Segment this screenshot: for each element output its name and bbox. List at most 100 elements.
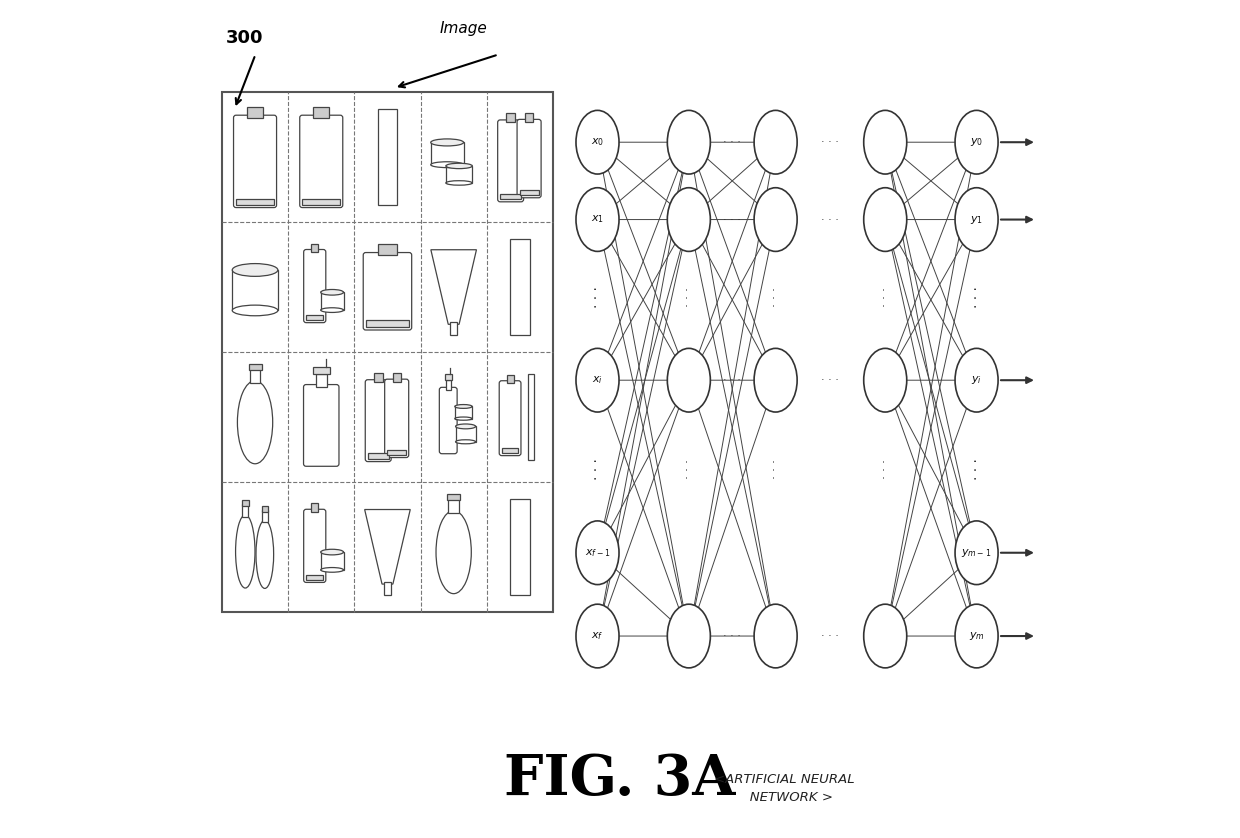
- Ellipse shape: [455, 417, 472, 420]
- Ellipse shape: [575, 111, 619, 174]
- Text: 300: 300: [226, 29, 264, 47]
- Text: · · ·: · · ·: [723, 137, 742, 147]
- Text: · · ·: · · ·: [821, 137, 839, 147]
- Ellipse shape: [754, 111, 797, 174]
- Bar: [262, 510, 268, 522]
- Ellipse shape: [321, 567, 343, 572]
- Ellipse shape: [955, 604, 998, 668]
- Bar: [232, 270, 278, 310]
- Bar: [510, 499, 529, 595]
- Ellipse shape: [455, 424, 476, 429]
- Bar: [242, 500, 249, 505]
- Bar: [249, 368, 260, 383]
- Bar: [510, 239, 529, 335]
- Text: $y_{m-1}$: $y_{m-1}$: [961, 546, 992, 559]
- FancyBboxPatch shape: [304, 250, 326, 323]
- Ellipse shape: [864, 111, 906, 174]
- Text: $y_0$: $y_0$: [970, 137, 983, 148]
- Text: FIG. 3A: FIG. 3A: [505, 752, 735, 807]
- Bar: [373, 373, 383, 382]
- Ellipse shape: [575, 521, 619, 585]
- Bar: [242, 504, 248, 517]
- Bar: [393, 373, 401, 381]
- Ellipse shape: [575, 349, 619, 412]
- Bar: [455, 427, 476, 442]
- Bar: [506, 375, 513, 383]
- Ellipse shape: [754, 188, 797, 251]
- Bar: [314, 107, 330, 117]
- Ellipse shape: [955, 349, 998, 412]
- Text: · · ·: · · ·: [769, 459, 782, 479]
- Bar: [321, 292, 343, 310]
- FancyBboxPatch shape: [304, 510, 326, 582]
- Bar: [378, 245, 397, 255]
- Bar: [303, 199, 340, 205]
- Text: $x_{f-1}$: $x_{f-1}$: [585, 547, 610, 559]
- Text: Image: Image: [440, 21, 487, 36]
- FancyBboxPatch shape: [500, 380, 521, 456]
- Ellipse shape: [430, 139, 464, 146]
- Text: <ARTIFICIAL NEURAL
   NETWORK >: <ARTIFICIAL NEURAL NETWORK >: [714, 773, 856, 804]
- Bar: [506, 113, 515, 122]
- Ellipse shape: [446, 163, 472, 168]
- Ellipse shape: [430, 162, 464, 168]
- Bar: [247, 107, 263, 117]
- Ellipse shape: [864, 188, 906, 251]
- Bar: [311, 244, 319, 252]
- Ellipse shape: [754, 604, 797, 668]
- Bar: [383, 582, 392, 595]
- Text: $x_1$: $x_1$: [591, 214, 604, 225]
- Bar: [366, 320, 409, 328]
- Text: $y_m$: $y_m$: [968, 630, 985, 642]
- FancyBboxPatch shape: [233, 115, 277, 208]
- Text: $x_f$: $x_f$: [591, 630, 604, 642]
- Text: · · ·: · · ·: [682, 459, 696, 479]
- Ellipse shape: [321, 289, 343, 295]
- Ellipse shape: [455, 440, 476, 444]
- Bar: [448, 494, 460, 500]
- Ellipse shape: [955, 521, 998, 585]
- Bar: [378, 109, 397, 205]
- Bar: [525, 113, 533, 122]
- Ellipse shape: [237, 380, 273, 463]
- FancyBboxPatch shape: [497, 120, 523, 202]
- Polygon shape: [365, 510, 410, 584]
- Ellipse shape: [575, 188, 619, 251]
- Text: $x_0$: $x_0$: [591, 137, 604, 148]
- Polygon shape: [430, 250, 476, 324]
- Ellipse shape: [864, 349, 906, 412]
- Bar: [500, 194, 521, 199]
- Ellipse shape: [321, 308, 343, 313]
- Bar: [312, 367, 330, 375]
- Ellipse shape: [667, 188, 711, 251]
- Ellipse shape: [955, 111, 998, 174]
- Bar: [520, 190, 538, 195]
- Ellipse shape: [236, 515, 255, 588]
- Ellipse shape: [436, 510, 471, 593]
- Text: · · ·: · · ·: [970, 286, 983, 308]
- Bar: [527, 374, 534, 460]
- Bar: [446, 380, 450, 390]
- Bar: [387, 450, 407, 455]
- Bar: [236, 199, 274, 205]
- Bar: [446, 166, 472, 183]
- Bar: [311, 504, 319, 512]
- Text: · · ·: · · ·: [879, 287, 892, 307]
- Text: · · ·: · · ·: [723, 375, 742, 385]
- Bar: [445, 374, 451, 380]
- Bar: [222, 92, 553, 612]
- Ellipse shape: [232, 264, 278, 277]
- Text: · · ·: · · ·: [821, 375, 839, 385]
- Bar: [321, 552, 343, 570]
- Ellipse shape: [955, 188, 998, 251]
- Bar: [248, 364, 262, 370]
- Ellipse shape: [754, 349, 797, 412]
- Bar: [455, 406, 472, 419]
- Bar: [306, 575, 324, 580]
- FancyBboxPatch shape: [517, 119, 541, 198]
- Text: · · ·: · · ·: [821, 215, 839, 225]
- Ellipse shape: [667, 111, 711, 174]
- Text: · · ·: · · ·: [590, 458, 604, 480]
- Text: $y_1$: $y_1$: [970, 214, 983, 225]
- Bar: [502, 448, 518, 453]
